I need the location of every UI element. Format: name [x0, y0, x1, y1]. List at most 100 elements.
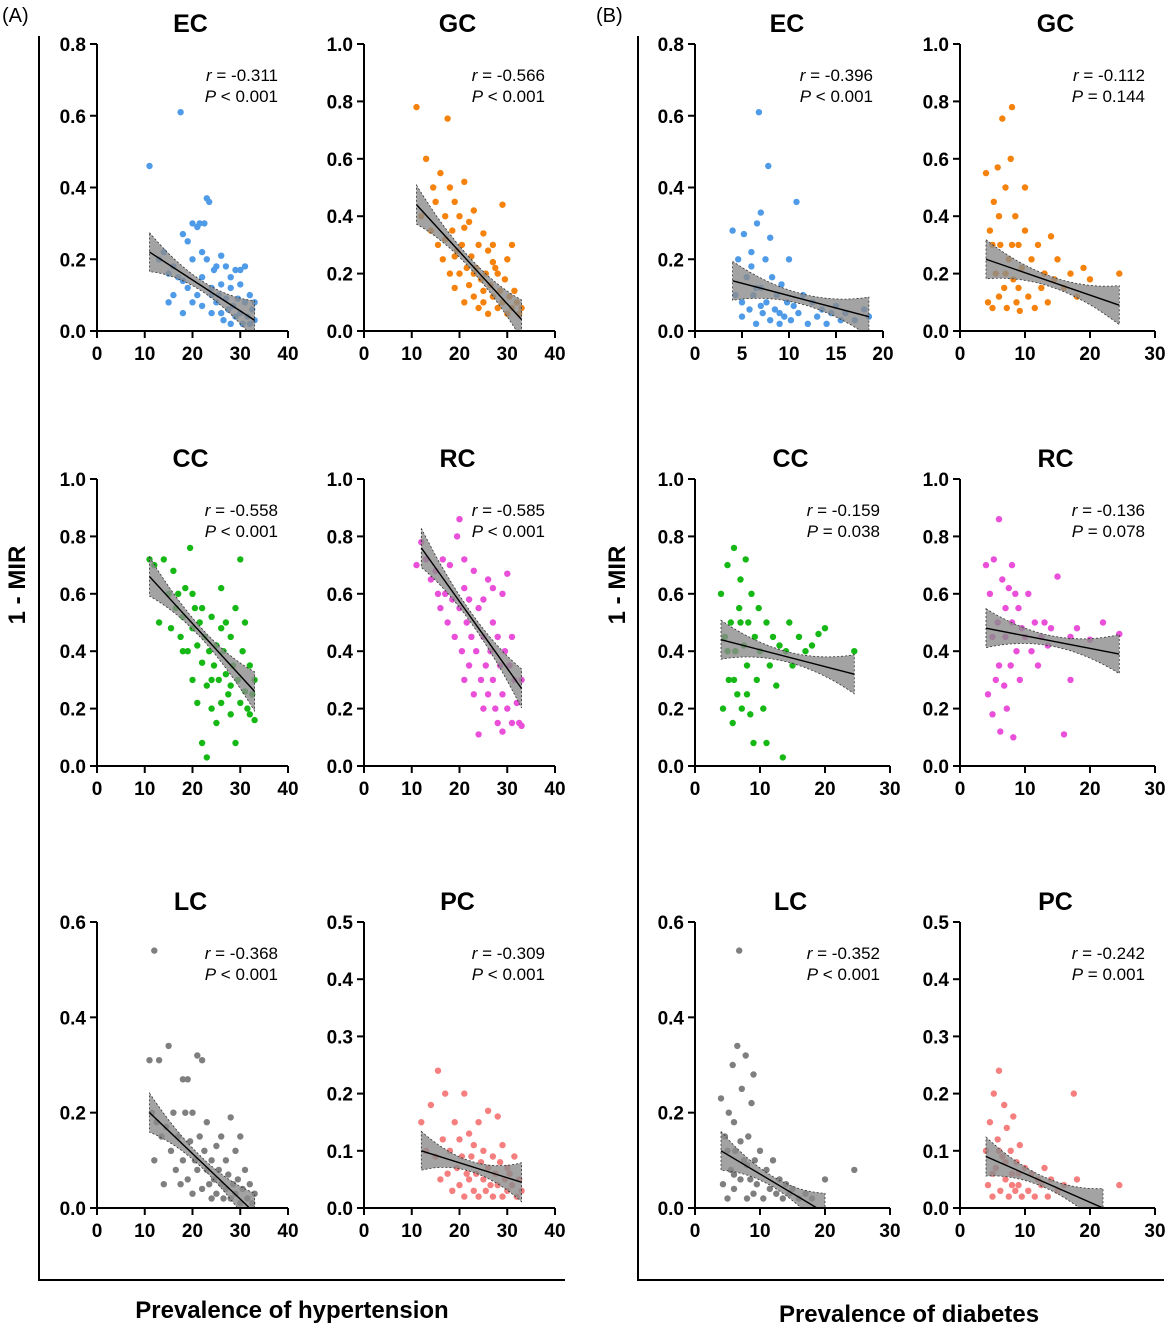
p-value: P < 0.001	[205, 87, 278, 106]
data-point	[451, 633, 458, 641]
data-point	[501, 276, 509, 283]
data-point	[1001, 284, 1008, 292]
data-point	[456, 516, 463, 523]
data-point	[725, 676, 732, 684]
data-point	[449, 227, 456, 234]
y-tick-label: 0.4	[327, 642, 354, 663]
data-point	[222, 671, 230, 678]
data-point	[461, 556, 468, 563]
data-point	[246, 291, 253, 299]
fit-line	[416, 204, 523, 320]
r-symbol: r	[1072, 501, 1079, 520]
y-tick-label: 0.5	[923, 913, 950, 934]
data-point	[508, 719, 516, 727]
r-text: = -0.368	[210, 944, 278, 963]
data-point	[997, 241, 1004, 249]
p-text: < 0.001	[811, 87, 873, 106]
data-point	[227, 711, 234, 718]
data-point	[179, 230, 187, 238]
data-point	[241, 263, 249, 270]
data-point	[781, 313, 788, 320]
scatter-panel-b-gc: 0 10 20 30 0.0 0.2 0.4 0.6 0.8 1.0 GC r = -0.112 P =…	[923, 10, 1166, 365]
data-point	[198, 1185, 206, 1193]
data-point	[480, 596, 487, 603]
data-point	[442, 1090, 449, 1097]
data-point	[227, 284, 234, 292]
data-point	[225, 1171, 232, 1178]
data-point	[763, 619, 770, 626]
data-point	[480, 299, 487, 306]
y-tick-label: 0.0	[658, 322, 684, 343]
data-point	[177, 633, 184, 641]
panel-title: CC	[772, 445, 808, 473]
data-point	[151, 1157, 158, 1164]
confidence-band	[985, 1136, 1104, 1208]
data-point	[480, 705, 487, 712]
data-point	[815, 630, 822, 638]
x-tick-label: 20	[872, 344, 893, 365]
y-tick-label: 0.2	[923, 1085, 949, 1106]
data-point	[206, 198, 213, 206]
y-tick-label: 0.4	[327, 970, 354, 991]
data-point	[146, 1057, 153, 1064]
r-text: = -0.585	[477, 501, 545, 520]
x-tick-label: 10	[1014, 1221, 1035, 1242]
data-point	[1007, 1147, 1014, 1155]
data-point	[470, 691, 477, 698]
data-point	[1070, 1090, 1078, 1097]
p-value: P < 0.001	[205, 522, 278, 541]
y-tick-label: 0.6	[327, 150, 353, 171]
fit-line	[985, 627, 1120, 655]
x-tick-label: 0	[92, 344, 103, 365]
data-point	[724, 1195, 731, 1202]
data-point	[1002, 1176, 1009, 1183]
y-tick-label: 0.2	[923, 265, 949, 286]
data-point	[475, 1119, 482, 1126]
data-point	[1044, 1193, 1052, 1200]
panel-title: PC	[440, 888, 475, 916]
data-point	[1008, 103, 1016, 111]
data-point	[203, 682, 210, 689]
data-point	[1116, 270, 1123, 277]
data-point	[990, 556, 997, 563]
points	[982, 1067, 1123, 1200]
data-point	[738, 705, 745, 712]
data-point	[215, 676, 222, 684]
data-point	[222, 619, 230, 626]
data-point	[768, 274, 776, 281]
data-point	[738, 313, 746, 320]
data-point	[762, 256, 769, 263]
r-symbol: r	[807, 944, 814, 963]
data-point	[730, 1119, 738, 1126]
data-point	[146, 162, 153, 170]
data-point	[489, 1193, 497, 1200]
y-tick-label: 0.4	[60, 179, 87, 200]
confidence-band	[149, 1091, 256, 1208]
data-point	[511, 287, 518, 294]
data-point	[465, 662, 473, 669]
r-text: = -0.566	[477, 66, 545, 85]
data-point	[218, 625, 225, 632]
data-point	[155, 619, 163, 626]
data-point	[189, 590, 196, 597]
data-point	[179, 309, 187, 317]
panel-a-label: (A)	[2, 5, 29, 27]
y-tick-label: 0.1	[327, 1142, 354, 1163]
data-point	[1008, 1181, 1016, 1189]
data-point	[184, 238, 191, 245]
p-value: P < 0.001	[472, 965, 545, 984]
data-point	[451, 284, 458, 292]
p-symbol: P	[472, 965, 484, 984]
y-tick-label: 1.0	[923, 35, 949, 56]
data-point	[766, 662, 773, 669]
data-point	[748, 263, 755, 270]
r-value: r = -0.136	[1072, 501, 1145, 520]
data-point	[237, 556, 244, 563]
data-point	[759, 309, 766, 317]
data-point	[463, 1170, 470, 1177]
data-point	[456, 213, 463, 220]
data-point	[1005, 1193, 1012, 1200]
y-tick-label: 0.4	[658, 642, 685, 663]
panel-b-label: (B)	[596, 5, 623, 27]
y-tick-label: 0.2	[658, 700, 684, 721]
